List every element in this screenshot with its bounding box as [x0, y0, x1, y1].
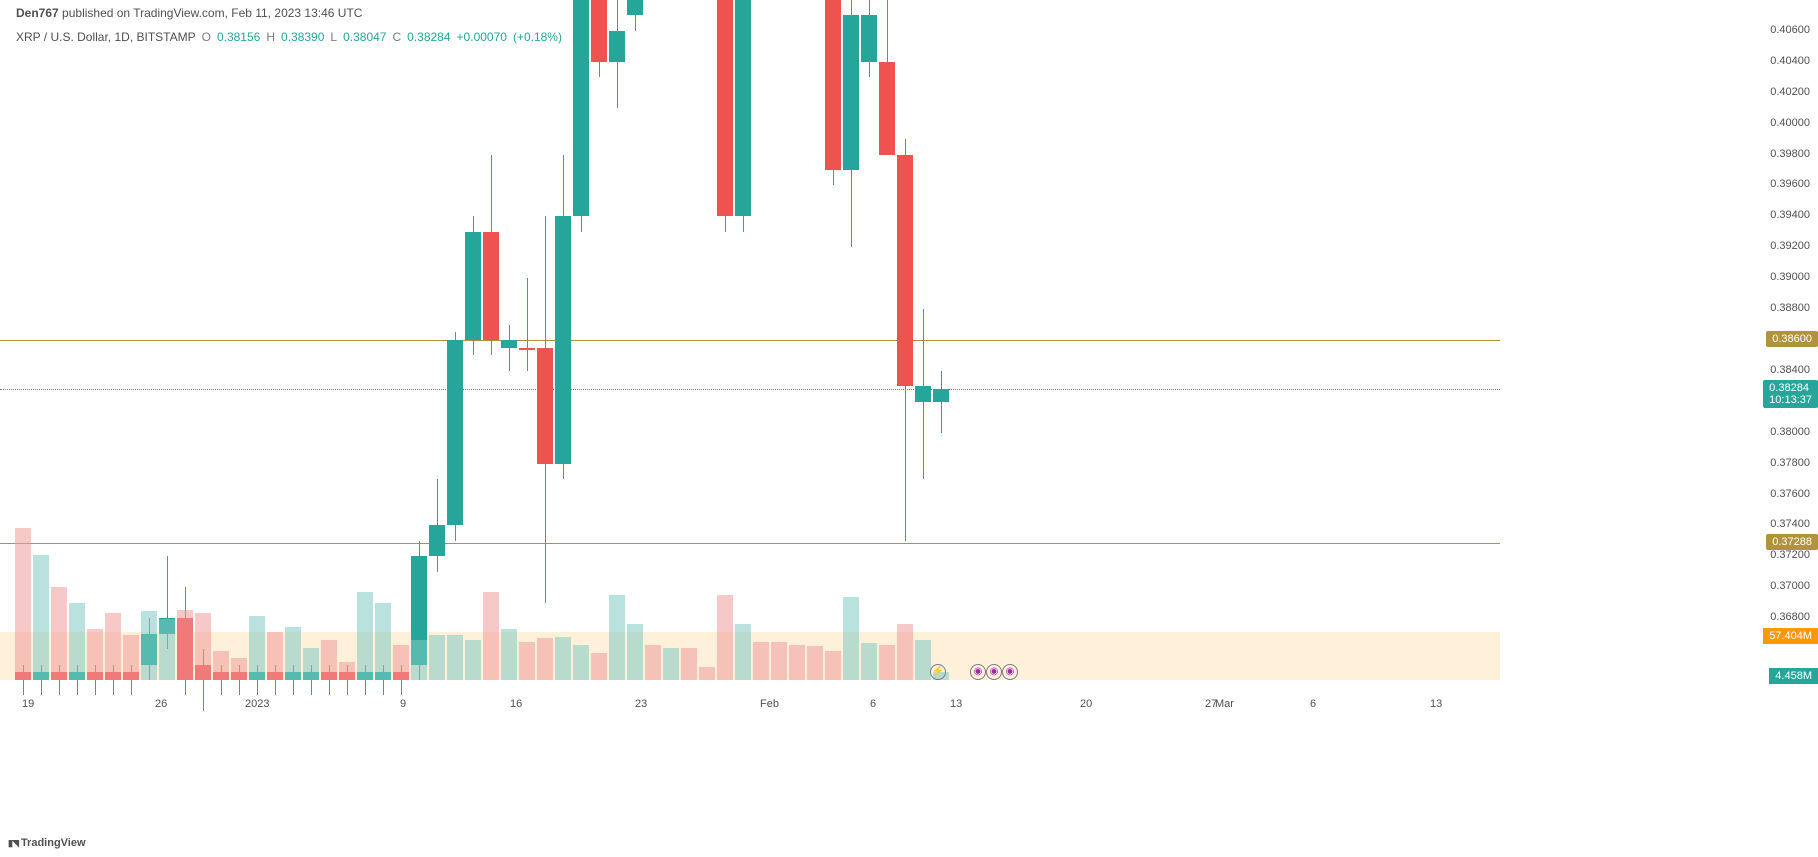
volume-bar[interactable]	[285, 627, 301, 680]
volume-bar[interactable]	[591, 653, 607, 680]
x-tick-label: 13	[950, 698, 962, 710]
x-tick-label: 13	[1430, 698, 1442, 710]
x-tick-label: 20	[1080, 698, 1092, 710]
volume-bar[interactable]	[357, 592, 373, 680]
y-tick-label: 0.40600	[1770, 24, 1810, 36]
x-tick-label: Feb	[760, 698, 779, 710]
volume-bar[interactable]	[51, 587, 67, 680]
y-tick-label: 0.37600	[1770, 488, 1810, 500]
volume-bar[interactable]	[915, 640, 931, 680]
volume-bar[interactable]	[159, 619, 175, 680]
volume-bar[interactable]	[393, 645, 409, 680]
volume-bar[interactable]	[33, 555, 49, 680]
volume-tag: 4.458M	[1769, 668, 1818, 684]
volume-bar[interactable]	[609, 595, 625, 680]
volume-bar[interactable]	[555, 637, 571, 680]
y-tick-label: 0.39800	[1770, 148, 1810, 160]
volume-bar[interactable]	[771, 642, 787, 680]
volume-bar[interactable]	[681, 648, 697, 680]
volume-bar[interactable]	[123, 635, 139, 680]
x-tick-label: 6	[1310, 698, 1316, 710]
y-tick-label: 0.38000	[1770, 426, 1810, 438]
volume-bar[interactable]	[483, 592, 499, 680]
volume-bar[interactable]	[807, 646, 823, 680]
volume-bar[interactable]	[645, 645, 661, 680]
y-tick-label: 0.37800	[1770, 457, 1810, 469]
price-line-label: 0.38600	[1766, 331, 1818, 347]
volume-bar[interactable]	[195, 613, 211, 680]
tradingview-watermark: ▮◥ TradingView	[8, 837, 86, 849]
volume-bar[interactable]	[375, 603, 391, 680]
volume-bar[interactable]	[753, 642, 769, 680]
x-tick-label: 16	[510, 698, 522, 710]
event-icon[interactable]: ◉	[1002, 664, 1018, 680]
y-tick-label: 0.37400	[1770, 518, 1810, 530]
volume-bar[interactable]	[321, 640, 337, 680]
y-tick-label: 0.37000	[1770, 580, 1810, 592]
volume-bar[interactable]	[501, 629, 517, 680]
y-tick-label: 0.39000	[1770, 271, 1810, 283]
volume-bar[interactable]	[15, 528, 31, 680]
volume-bar[interactable]	[627, 624, 643, 680]
event-icon[interactable]: ◉	[986, 664, 1002, 680]
x-tick-label: 2023	[245, 698, 269, 710]
y-tick-label: 0.38400	[1770, 364, 1810, 376]
y-tick-label: 0.38800	[1770, 302, 1810, 314]
volume-bar[interactable]	[447, 635, 463, 680]
y-tick-label: 0.39600	[1770, 178, 1810, 190]
x-tick-label: 23	[635, 698, 647, 710]
candlestick-chart[interactable]: ⚡◉◉◉	[0, 0, 1500, 680]
volume-bar[interactable]	[825, 651, 841, 680]
volume-bar[interactable]	[573, 645, 589, 680]
volume-bar[interactable]	[735, 624, 751, 680]
volume-bar[interactable]	[105, 613, 121, 680]
x-tick-label: 6	[870, 698, 876, 710]
y-tick-label: 0.40000	[1770, 117, 1810, 129]
y-tick-label: 0.40200	[1770, 86, 1810, 98]
volume-bar[interactable]	[699, 667, 715, 680]
volume-bar[interactable]	[141, 611, 157, 680]
volume-bar[interactable]	[879, 645, 895, 680]
volume-bar[interactable]	[267, 632, 283, 680]
volume-bar[interactable]	[339, 662, 355, 680]
y-tick-label: 0.37200	[1770, 549, 1810, 561]
event-icon[interactable]: ⚡	[930, 664, 946, 680]
price-line-label: 0.37288	[1766, 534, 1818, 550]
volume-bar[interactable]	[897, 624, 913, 680]
volume-bar[interactable]	[519, 642, 535, 680]
x-tick-label: 9	[400, 698, 406, 710]
volume-bar[interactable]	[843, 597, 859, 680]
y-tick-label: 0.36800	[1770, 611, 1810, 623]
y-tick-label: 0.40400	[1770, 55, 1810, 67]
price-axis[interactable]: 0.38600 0.37288 0.40600 0.40400 0.40200 0.400…	[1748, 0, 1818, 680]
x-tick-label: 19	[22, 698, 34, 710]
volume-bar[interactable]	[231, 658, 247, 680]
volume-bar[interactable]	[177, 610, 193, 680]
volume-bar[interactable]	[429, 635, 445, 680]
y-tick-label: 0.39400	[1770, 209, 1810, 221]
volume-bar[interactable]	[537, 638, 553, 680]
volume-bar[interactable]	[717, 595, 733, 680]
volume-bar[interactable]	[465, 640, 481, 680]
volume-bar[interactable]	[69, 603, 85, 680]
volume-tag: 57.404M	[1763, 628, 1818, 644]
volume-bar[interactable]	[789, 645, 805, 680]
volume-bar[interactable]	[663, 648, 679, 680]
current-price-tag: 0.3828410:13:37	[1763, 380, 1818, 408]
y-tick-label: 0.39200	[1770, 240, 1810, 252]
volume-bar[interactable]	[411, 640, 427, 680]
volume-bar[interactable]	[213, 651, 229, 680]
volume-bar[interactable]	[861, 643, 877, 680]
x-tick-label: Mar	[1215, 698, 1234, 710]
volume-bar[interactable]	[87, 629, 103, 680]
volume-bar[interactable]	[303, 648, 319, 680]
event-icon[interactable]: ◉	[970, 664, 986, 680]
volume-bar[interactable]	[249, 616, 265, 680]
x-tick-label: 26	[155, 698, 167, 710]
time-axis[interactable]: 1926202391623Feb6132027Mar613	[0, 692, 1500, 717]
